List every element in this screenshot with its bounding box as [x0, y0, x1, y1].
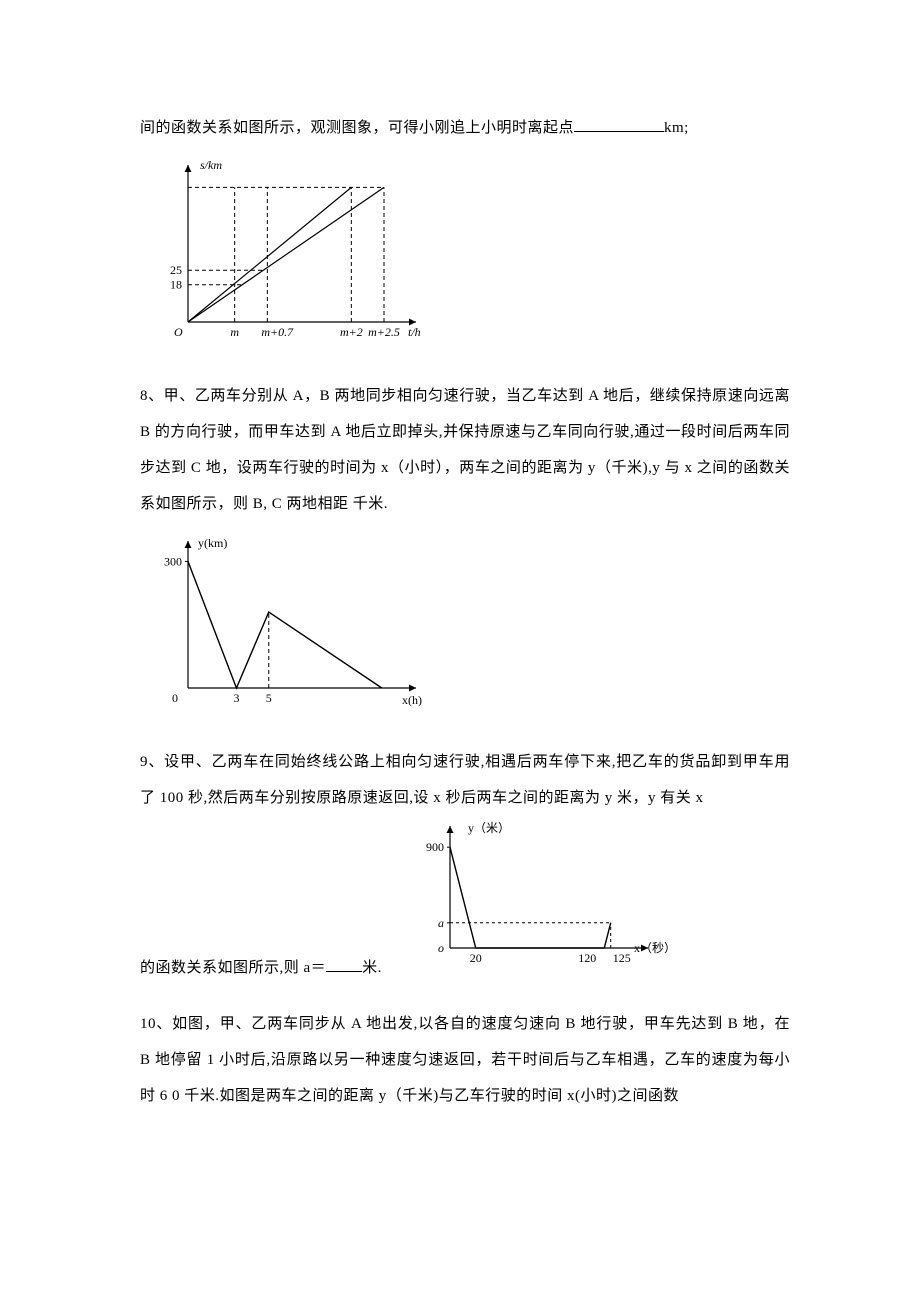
- q7-chart: s/km t/h O 1825 m m+0.7 m+2 m+2.5: [140, 152, 790, 366]
- q7-blank: [574, 116, 664, 132]
- svg-text:y（米）: y（米）: [468, 821, 510, 835]
- svg-text:900: 900: [426, 840, 444, 854]
- svg-text:120: 120: [578, 951, 596, 965]
- svg-text:o: o: [438, 941, 444, 955]
- svg-text:m+0.7: m+0.7: [261, 325, 294, 339]
- q9-text-a: 9、设甲、乙两车在同始终线公路上相向匀速行驶,相遇后两车停下来,把乙车的货品卸到…: [140, 744, 790, 816]
- svg-text:m+2: m+2: [340, 325, 363, 339]
- q9-row: 的函数关系如图所示,则 a＝ 米. y（米） x（秒） o 900 a 20 120 125: [140, 816, 790, 990]
- svg-text:125: 125: [613, 951, 631, 965]
- q9-chart: y（米） x（秒） o 900 a 20 120 125: [394, 816, 674, 990]
- svg-text:O: O: [174, 325, 183, 339]
- svg-text:0: 0: [172, 691, 178, 705]
- q9-text-b: 的函数关系如图所示,则 a＝ 米.: [140, 950, 382, 986]
- q9-prefix: 的函数关系如图所示,则 a＝: [140, 960, 326, 976]
- svg-text:s/km: s/km: [200, 158, 222, 172]
- svg-text:300: 300: [164, 554, 182, 568]
- svg-text:18: 18: [170, 278, 182, 292]
- q9-suffix: 米.: [362, 960, 382, 976]
- svg-text:a: a: [438, 916, 444, 930]
- q10-text: 10、如图，甲、乙两车同步从 A 地出发,以各自的速度匀速向 B 地行驶，甲车先…: [140, 1006, 790, 1114]
- q7-text: 间的函数关系如图所示，观测图象，可得小刚追上小明时离起点: [140, 120, 574, 136]
- svg-text:25: 25: [170, 263, 182, 277]
- svg-text:5: 5: [266, 691, 272, 705]
- svg-text:3: 3: [233, 691, 239, 705]
- q8-text: 8、甲、乙两车分别从 A，B 两地同步相向匀速行驶，当乙车达到 A 地后，继续保…: [140, 378, 790, 522]
- svg-text:m: m: [230, 325, 239, 339]
- q8-chart: y(km) x(h) 0 300 3 5: [140, 528, 790, 732]
- svg-text:x(h): x(h): [402, 693, 422, 707]
- svg-text:m+2.5: m+2.5: [368, 325, 400, 339]
- q7-unit: km;: [664, 120, 689, 136]
- svg-text:t/h: t/h: [408, 325, 421, 339]
- q7-fragment: 间的函数关系如图所示，观测图象，可得小刚追上小明时离起点 km;: [140, 110, 790, 146]
- svg-text:20: 20: [470, 951, 482, 965]
- svg-text:y(km): y(km): [198, 536, 227, 550]
- svg-text:x（秒）: x（秒）: [634, 941, 674, 955]
- q9-blank: [326, 956, 362, 972]
